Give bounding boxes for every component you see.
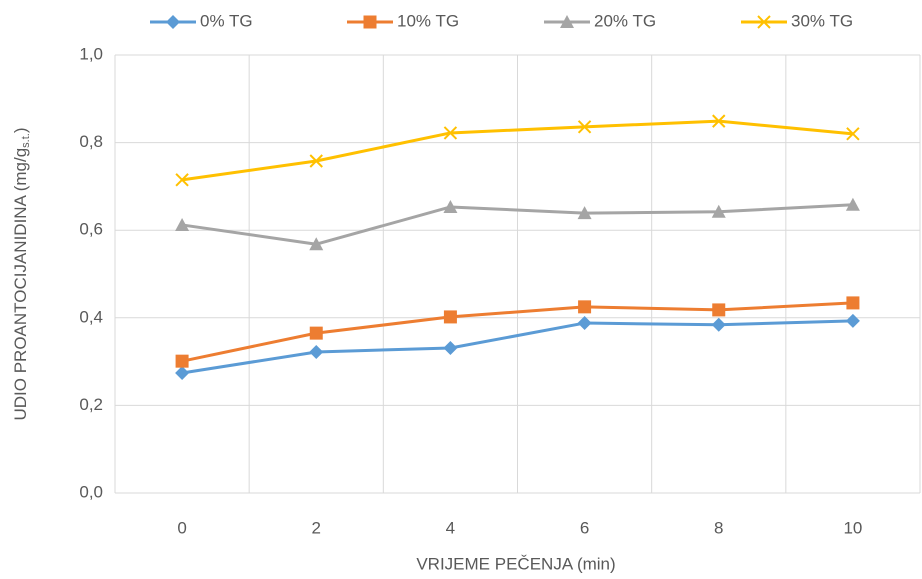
marker [560,15,574,28]
marker [309,237,324,251]
x-tick-label: 8 [714,518,723,537]
x-tick-label: 10 [843,518,862,537]
x-axis-label: VRIJEME PEČENJA (min) [416,554,615,573]
marker [175,173,189,187]
marker [711,317,726,332]
marker [712,303,726,317]
marker [309,326,323,340]
marker [577,316,592,331]
y-tick-label: 0,0 [79,482,103,501]
y-tick-label: 0,6 [79,220,103,239]
marker [577,206,592,220]
marker [845,197,860,211]
y-axis-label-end: ) [11,127,30,133]
legend-label: 20% TG [594,11,656,30]
series-line [181,319,853,375]
marker [845,313,860,328]
x-tick-label: 2 [312,518,321,537]
marker [846,296,860,310]
marker [443,341,458,356]
y-tick-label: 1,0 [79,44,103,63]
marker [166,15,180,29]
marker [175,354,189,368]
marker [577,120,592,134]
marker [846,127,860,141]
marker [443,199,458,213]
legend-label: 30% TG [791,11,853,30]
legend-label: 10% TG [397,11,459,30]
series-line [181,119,854,182]
marker [309,344,324,359]
y-tick-label: 0,2 [79,395,103,414]
y-axis-label-sub: s.t. [20,133,32,148]
x-tick-label: 0 [177,518,186,537]
y-tick-label: 0,4 [79,307,103,326]
y-axis-label: UDIO PROANTOCIJANIDINA (mg/gs.t.) [11,127,31,420]
marker [443,126,458,140]
x-tick-label: 4 [446,518,455,537]
marker [443,310,457,324]
legend-label: 0% TG [200,11,253,30]
marker [712,114,726,128]
x-tick-label: 6 [580,518,589,537]
marker [757,15,771,29]
marker [578,300,592,314]
marker [175,217,190,231]
series-line [181,301,853,363]
series-line [181,203,853,246]
y-tick-label: 0,8 [79,132,103,151]
marker [711,204,726,218]
marker [309,154,323,168]
y-axis-label-main: UDIO PROANTOCIJANIDINA (mg/g [11,148,30,421]
marker [363,15,377,29]
marker [175,365,190,380]
